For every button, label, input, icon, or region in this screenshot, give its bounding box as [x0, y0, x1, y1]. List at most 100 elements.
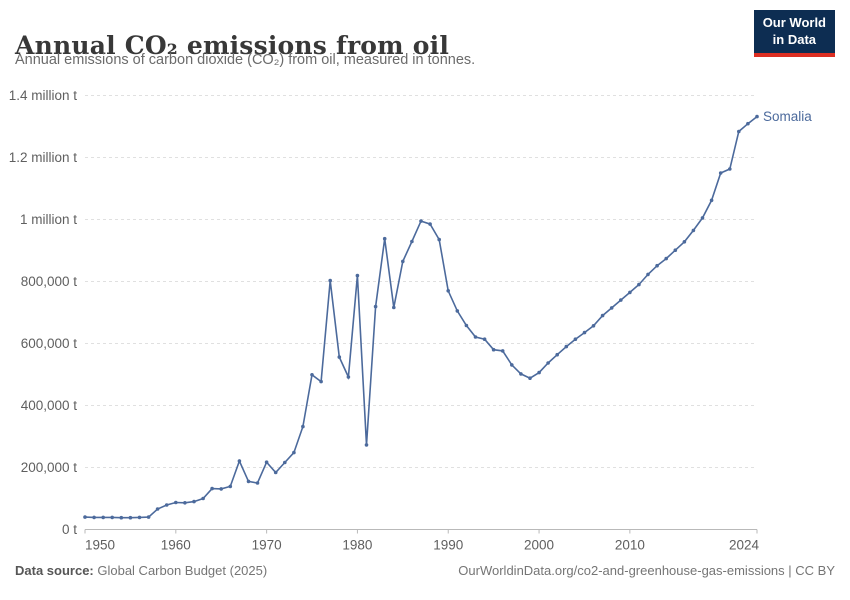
data-point-marker[interactable] [310, 373, 314, 377]
x-tick-label: 2000 [524, 538, 554, 553]
data-point-marker[interactable] [519, 372, 523, 376]
data-point-marker[interactable] [619, 298, 623, 302]
data-point-marker[interactable] [682, 240, 687, 244]
data-point-marker[interactable] [673, 248, 678, 252]
series-label-somalia[interactable]: Somalia [763, 109, 812, 124]
data-point-marker[interactable] [337, 355, 342, 359]
data-point-marker[interactable] [155, 507, 160, 511]
somalia-line[interactable] [84, 115, 758, 519]
x-tick-label: 2010 [615, 538, 645, 553]
data-point-marker[interactable] [546, 361, 550, 365]
owid-logo[interactable]: Our World in Data [753, 10, 835, 57]
y-tick-label: 600,000 t [21, 336, 78, 351]
data-point-marker[interactable] [183, 501, 187, 505]
data-point-marker[interactable] [482, 337, 487, 342]
data-point-marker[interactable] [128, 515, 133, 520]
data-point-marker[interactable] [273, 470, 278, 475]
data-point-marker[interactable] [210, 486, 214, 491]
y-tick-label: 200,000 t [21, 460, 78, 475]
data-point-marker[interactable] [582, 330, 587, 335]
data-point-marker[interactable] [709, 198, 714, 203]
data-point-marker[interactable] [609, 306, 614, 310]
data-point-marker[interactable] [728, 167, 732, 171]
data-point-marker[interactable] [355, 273, 360, 278]
data-point-marker[interactable] [473, 335, 478, 339]
data-point-marker[interactable] [700, 216, 705, 220]
data-point-marker[interactable] [228, 484, 233, 489]
data-point-marker[interactable] [410, 239, 414, 244]
data-point-marker[interactable] [264, 460, 269, 465]
owid-logo-line1: Our World [762, 15, 826, 30]
data-point-marker[interactable] [564, 344, 569, 349]
data-point-marker[interactable] [137, 515, 142, 520]
data-point-marker[interactable] [510, 363, 514, 367]
data-point-marker[interactable] [373, 304, 378, 309]
data-point-marker[interactable] [382, 236, 387, 241]
x-tick-label: 1950 [85, 538, 115, 553]
data-point-marker[interactable] [600, 313, 605, 318]
data-point-marker[interactable] [246, 479, 251, 484]
data-point-marker[interactable] [637, 282, 641, 287]
data-point-marker[interactable] [755, 114, 759, 119]
data-point-marker[interactable] [746, 121, 750, 126]
chart-subtitle: Annual emissions of carbon dioxide (CO₂)… [15, 52, 476, 68]
data-point-marker[interactable] [392, 305, 396, 310]
y-tick-label: 400,000 t [21, 398, 78, 413]
data-point-marker[interactable] [255, 481, 260, 485]
data-point-marker[interactable] [219, 487, 223, 491]
data-point-marker[interactable] [691, 228, 696, 233]
data-point-marker[interactable] [401, 259, 405, 264]
data-point-marker[interactable] [500, 349, 505, 353]
data-point-marker[interactable] [455, 309, 460, 313]
data-source-label: Data source: [15, 563, 94, 578]
data-point-marker[interactable] [464, 323, 469, 328]
footer-link[interactable]: OurWorldinData.org/co2-and-greenhouse-ga… [458, 563, 835, 578]
data-point-marker[interactable] [428, 222, 432, 226]
data-point-marker[interactable] [346, 375, 351, 379]
data-point-marker[interactable] [419, 219, 423, 223]
data-point-marker[interactable] [664, 256, 668, 261]
data-point-marker[interactable] [174, 500, 178, 505]
data-point-marker[interactable] [591, 324, 596, 328]
data-point-marker[interactable] [201, 496, 205, 501]
data-point-marker[interactable] [301, 424, 305, 429]
data-point-marker[interactable] [237, 459, 242, 463]
data-point-marker[interactable] [328, 278, 333, 283]
data-point-marker[interactable] [164, 503, 169, 507]
data-point-marker[interactable] [83, 515, 87, 519]
data-point-marker[interactable] [283, 460, 287, 465]
y-tick-label: 1.2 million t [9, 150, 78, 165]
data-point-marker[interactable] [491, 347, 496, 352]
data-point-marker[interactable] [292, 450, 296, 455]
data-point-marker[interactable] [528, 376, 532, 381]
data-point-marker[interactable] [119, 515, 124, 520]
data-point-marker[interactable] [718, 171, 723, 175]
data-point-marker[interactable] [646, 272, 650, 277]
data-point-marker[interactable] [555, 352, 559, 357]
x-tick-label: 1960 [161, 538, 191, 553]
data-point-marker[interactable] [319, 379, 323, 384]
data-point-marker[interactable] [437, 237, 442, 242]
data-point-marker[interactable] [110, 515, 114, 520]
y-tick-label: 1 million t [20, 212, 77, 227]
data-point-marker[interactable] [537, 370, 541, 375]
data-source-value: Global Carbon Budget (2025) [93, 563, 268, 578]
data-point-marker[interactable] [737, 129, 741, 134]
x-tick-label: 1990 [433, 538, 463, 553]
x-tick-label: 1980 [342, 538, 372, 553]
data-point-marker[interactable] [655, 263, 659, 268]
y-tick-label: 1.4 million t [9, 88, 78, 103]
data-point-marker[interactable] [146, 515, 151, 519]
data-point-marker[interactable] [446, 289, 451, 293]
data-point-marker[interactable] [364, 443, 369, 447]
data-source: Data source: Global Carbon Budget (2025) [15, 563, 267, 578]
chart-footer: Data source: Global Carbon Budget (2025)… [15, 563, 835, 578]
data-point-marker[interactable] [628, 290, 632, 295]
data-point-marker[interactable] [192, 499, 196, 504]
x-tick-label: 1970 [252, 538, 282, 553]
data-point-marker[interactable] [92, 515, 96, 520]
data-point-marker[interactable] [573, 337, 578, 342]
data-point-marker[interactable] [101, 515, 105, 520]
